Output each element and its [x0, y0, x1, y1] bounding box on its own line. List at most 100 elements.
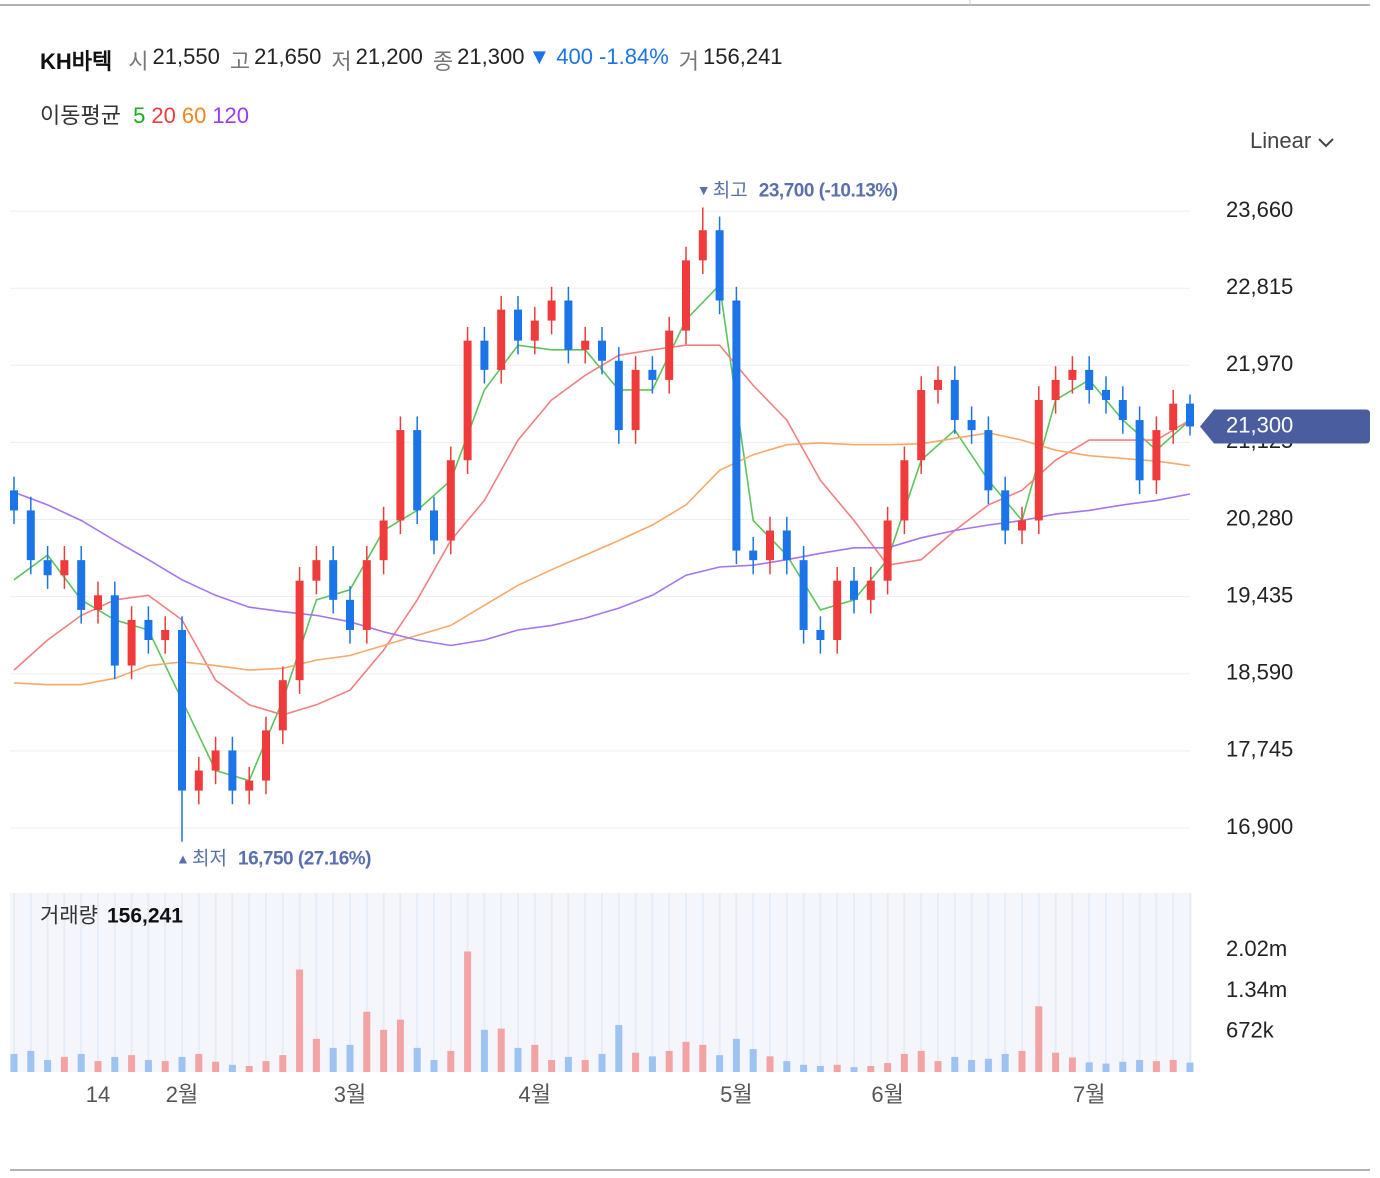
- volume-last: 156,241: [107, 905, 183, 928]
- candle-body: [917, 389, 926, 461]
- x-tick-label: 2월: [166, 1082, 198, 1107]
- scale-dropdown[interactable]: Linear: [1250, 128, 1335, 154]
- candle-body: [766, 530, 774, 561]
- candle-body: [110, 595, 119, 666]
- volume-bar: [615, 1024, 623, 1072]
- candle-body: [312, 560, 321, 581]
- volume-bar: [128, 1055, 136, 1072]
- volume-bar: [94, 1061, 102, 1072]
- volume-bar: [1085, 1062, 1093, 1072]
- volume-title: 거래량: [40, 905, 98, 928]
- legend-entry: 20: [151, 103, 176, 128]
- candle-body: [262, 730, 270, 781]
- candle-body: [850, 580, 858, 600]
- candle-body: [194, 770, 203, 791]
- volume-bar: [1136, 1059, 1144, 1072]
- candle-body: [161, 629, 170, 641]
- chevron: [1318, 138, 1334, 148]
- volume-bar: [598, 1053, 606, 1072]
- volume-bar: [716, 1055, 724, 1072]
- volume-bar: [1052, 1052, 1060, 1072]
- volume-bar: [430, 1059, 438, 1072]
- volume-bar: [548, 1059, 556, 1072]
- ma-line: [13, 431, 1191, 686]
- candle-body: [77, 560, 86, 610]
- volume-bar: [632, 1052, 640, 1072]
- candle-body: [295, 580, 304, 681]
- volume-bar: [984, 1058, 992, 1072]
- volume-bar: [732, 1038, 740, 1072]
- ma-line: [13, 344, 1191, 716]
- y-tick-label: 23,660: [1226, 197, 1293, 222]
- candle-body: [379, 520, 388, 561]
- candle-body: [967, 420, 976, 431]
- candle-body: [1169, 403, 1178, 431]
- candle-body: [1085, 369, 1094, 390]
- candle-body: [514, 309, 522, 341]
- candle-body: [866, 580, 875, 600]
- volume-bar: [917, 1050, 925, 1072]
- volume-bar: [1169, 1059, 1177, 1072]
- candle-body: [346, 599, 354, 630]
- x-tick-label: 3월: [334, 1082, 366, 1107]
- volume-bar: [833, 1064, 841, 1072]
- candle-body: [1152, 430, 1161, 481]
- volume-bar: [884, 1062, 892, 1072]
- volume-bar: [514, 1047, 522, 1072]
- candle-body: [497, 309, 506, 370]
- ma-line: [13, 283, 1191, 782]
- x-tick-label: 7월: [1073, 1082, 1105, 1107]
- volume-bar: [480, 1029, 488, 1072]
- candle-body: [43, 560, 52, 576]
- volume-bar: [396, 1019, 404, 1072]
- candle-body: [1118, 399, 1127, 421]
- y-tick-label: 19,435: [1226, 582, 1293, 607]
- candle-body: [581, 340, 590, 350]
- candle-body: [564, 300, 573, 350]
- volume-bar: [27, 1050, 35, 1072]
- volume-bar: [800, 1064, 808, 1072]
- volume-bar: [1152, 1061, 1160, 1072]
- change: 400 -1.84%: [556, 44, 669, 69]
- volume-tick-label: 1.34m: [1226, 977, 1287, 1002]
- scale-mode[interactable]: Linear: [1250, 128, 1312, 153]
- y-tick-label: 20,280: [1226, 505, 1293, 530]
- fields: 시 21,550 고 21,650 저 21,200 종 21,300: [128, 44, 528, 76]
- volume-bar: [312, 1038, 320, 1072]
- candle-body: [10, 490, 18, 511]
- volume-label: 거: [678, 49, 700, 74]
- candle-body: [1102, 389, 1110, 400]
- volume-bar: [1119, 1061, 1127, 1072]
- volume-bar: [77, 1053, 85, 1072]
- candle-body: [984, 430, 993, 491]
- annotation-label: 최저: [192, 848, 227, 870]
- volume-bar: [195, 1053, 203, 1072]
- candle-body: [950, 379, 959, 421]
- y-tick-label: 16,900: [1226, 814, 1293, 839]
- x-tick-label: 14: [86, 1082, 110, 1107]
- volume-bar: [699, 1044, 707, 1072]
- volume-bar: [144, 1059, 152, 1072]
- ma-line: [13, 491, 1191, 647]
- candle-body: [413, 430, 422, 511]
- volume-tick-label: 2.02m: [1226, 936, 1287, 961]
- annotation-value: 23,700 (-10.13%): [759, 180, 898, 201]
- volume-bar: [60, 1056, 68, 1072]
- volume-bar: [329, 1047, 337, 1072]
- candle-body: [480, 340, 489, 370]
- candle-body: [547, 300, 556, 321]
- stock-name: KH바텍: [40, 49, 113, 74]
- candle-body: [1068, 369, 1077, 380]
- field-value: 21,550: [152, 44, 220, 69]
- volume-bar: [1035, 1006, 1043, 1072]
- volume-bar: [581, 1059, 589, 1072]
- volume-bar: [228, 1064, 236, 1072]
- volume-bar: [262, 1061, 270, 1072]
- candle-body: [883, 520, 892, 581]
- candle-body: [1186, 403, 1194, 427]
- candle-body: [278, 680, 287, 731]
- volume-bar: [447, 1050, 455, 1072]
- candle-body: [598, 340, 606, 361]
- y-tick-label: 17,745: [1226, 737, 1293, 762]
- volume-bar: [867, 1065, 875, 1072]
